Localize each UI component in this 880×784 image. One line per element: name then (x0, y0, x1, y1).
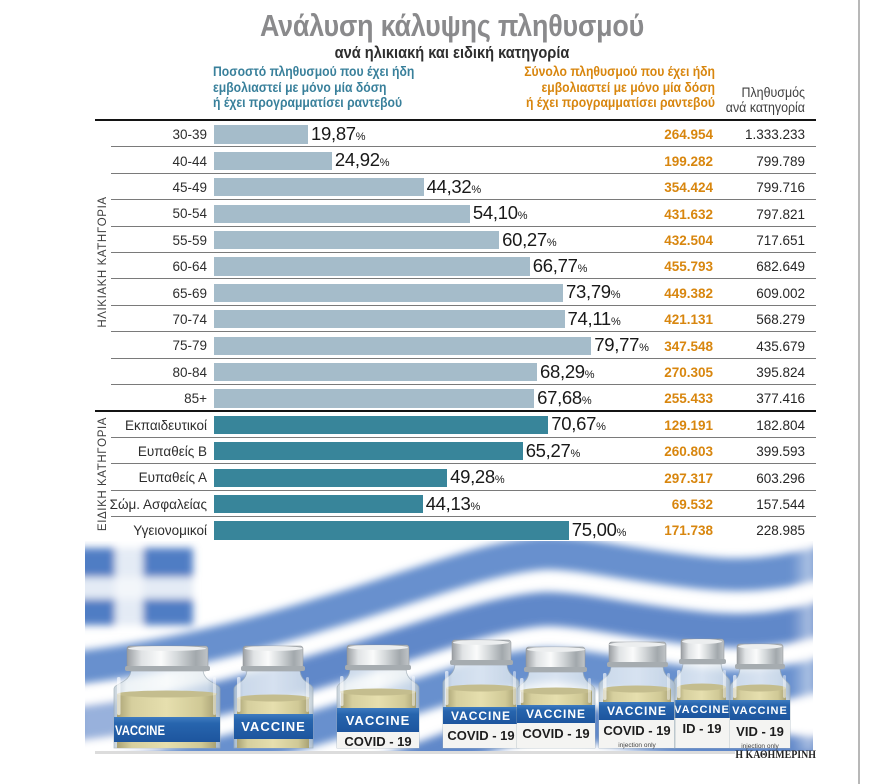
svg-text:COVID - 19: COVID - 19 (522, 726, 589, 741)
svg-text:ID - 19: ID - 19 (682, 721, 721, 736)
svg-text:COVID - 19: COVID - 19 (447, 728, 514, 743)
svg-text:VACCINE: VACCINE (241, 719, 306, 734)
svg-text:COVID - 19: COVID - 19 (344, 734, 411, 749)
svg-text:VACCINE: VACCINE (607, 704, 667, 718)
svg-text:injection only: injection only (741, 743, 779, 750)
svg-text:VACCINE: VACCINE (346, 713, 411, 728)
svg-text:VACCINE: VACCINE (674, 704, 730, 716)
svg-text:VACCINE: VACCINE (451, 709, 511, 723)
svg-text:VACCINE: VACCINE (732, 705, 788, 717)
svg-text:COVID - 19: COVID - 19 (603, 723, 670, 738)
svg-text:VACCINE: VACCINE (526, 707, 586, 721)
svg-text:VID - 19: VID - 19 (736, 724, 784, 739)
svg-text:injection only: injection only (618, 742, 656, 749)
svg-text:VACCINE: VACCINE (115, 722, 165, 738)
